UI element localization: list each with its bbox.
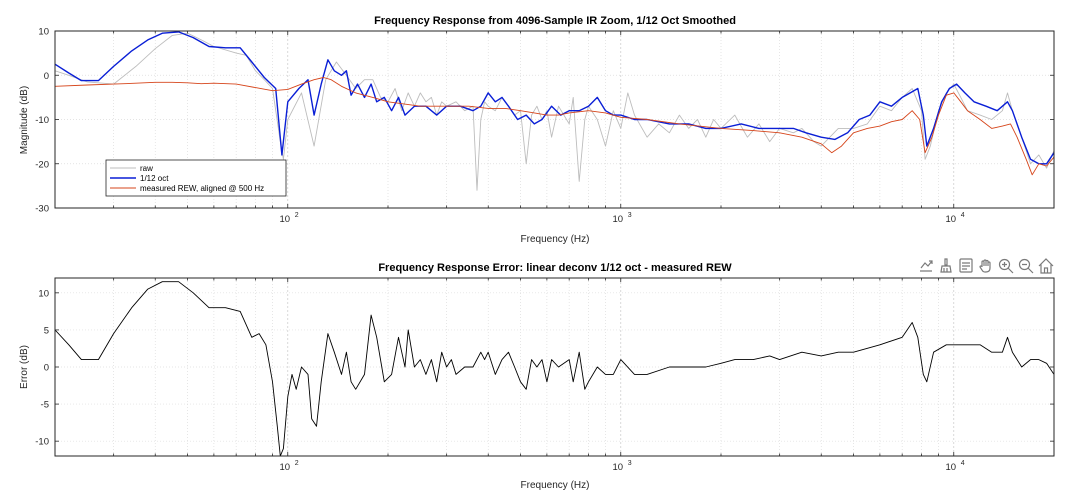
x-tick-label-exponent: 3 xyxy=(628,212,632,219)
x-tick-label-exponent: 3 xyxy=(628,460,632,467)
brush-icon[interactable] xyxy=(938,258,954,274)
y-tick-label: 10 xyxy=(38,288,49,299)
error-xlabel: Frequency (Hz) xyxy=(521,480,590,491)
error-grid xyxy=(54,278,1055,456)
y-tick-label: 10 xyxy=(38,27,49,38)
error-plot: Frequency Response Error: linear deconv … xyxy=(19,262,1055,491)
y-tick-label: 0 xyxy=(44,363,49,374)
y-tick-label: -10 xyxy=(35,115,49,126)
error-series xyxy=(55,281,1054,456)
y-tick-label: 5 xyxy=(44,325,49,336)
axes-toolbar xyxy=(918,258,1054,274)
y-tick-label: 0 xyxy=(44,71,49,82)
pan-hand-icon[interactable] xyxy=(978,258,994,274)
legend: raw 1/12 oct measured REW, aligned @ 500… xyxy=(105,159,287,197)
legend-rew-label: measured REW, aligned @ 500 Hz xyxy=(140,184,264,193)
magnitude-plot-title: Frequency Response from 4096-Sample IR Z… xyxy=(374,15,736,27)
magnitude-series-line-2 xyxy=(55,77,1054,176)
legend-raw-label: raw xyxy=(140,164,153,173)
magnitude-ylabel: Magnitude (dB) xyxy=(19,86,30,154)
zoom-in-icon[interactable] xyxy=(998,258,1014,274)
x-tick-label: 10 xyxy=(279,214,290,225)
x-tick-label-exponent: 4 xyxy=(961,460,965,467)
export-icon[interactable] xyxy=(918,258,934,274)
x-tick-label-exponent: 2 xyxy=(295,212,299,219)
error-series-line-0 xyxy=(55,281,1054,456)
x-tick-label: 10 xyxy=(612,214,623,225)
error-ylabel: Error (dB) xyxy=(19,345,30,389)
x-tick-label-exponent: 2 xyxy=(295,460,299,467)
magnitude-xlabel: Frequency (Hz) xyxy=(521,234,590,245)
y-tick-label: -30 xyxy=(35,204,49,215)
error-ticks: 10 5 0 -5 -10 10 2 10 3 10 4 xyxy=(35,278,1055,473)
magnitude-ticks: 10 0 -10 -20 -30 10 2 10 3 10 4 xyxy=(35,27,1055,225)
error-plot-title: Frequency Response Error: linear deconv … xyxy=(378,262,732,274)
legend-oct-label: 1/12 oct xyxy=(140,174,169,183)
magnitude-series-line-0 xyxy=(55,32,1054,191)
x-tick-label: 10 xyxy=(945,214,956,225)
y-tick-label: -20 xyxy=(35,159,49,170)
x-tick-label: 10 xyxy=(279,462,290,473)
magnitude-series xyxy=(55,31,1054,191)
zoom-out-icon[interactable] xyxy=(1018,258,1034,274)
datatip-icon[interactable] xyxy=(958,258,974,274)
magnitude-plot: Frequency Response from 4096-Sample IR Z… xyxy=(19,15,1055,245)
magnitude-series-line-1 xyxy=(55,31,1054,165)
x-tick-label: 10 xyxy=(945,462,956,473)
y-tick-label: -5 xyxy=(41,400,49,411)
x-tick-label: 10 xyxy=(612,462,623,473)
y-tick-label: -10 xyxy=(35,437,49,448)
home-icon[interactable] xyxy=(1038,258,1054,274)
x-tick-label-exponent: 4 xyxy=(961,212,965,219)
